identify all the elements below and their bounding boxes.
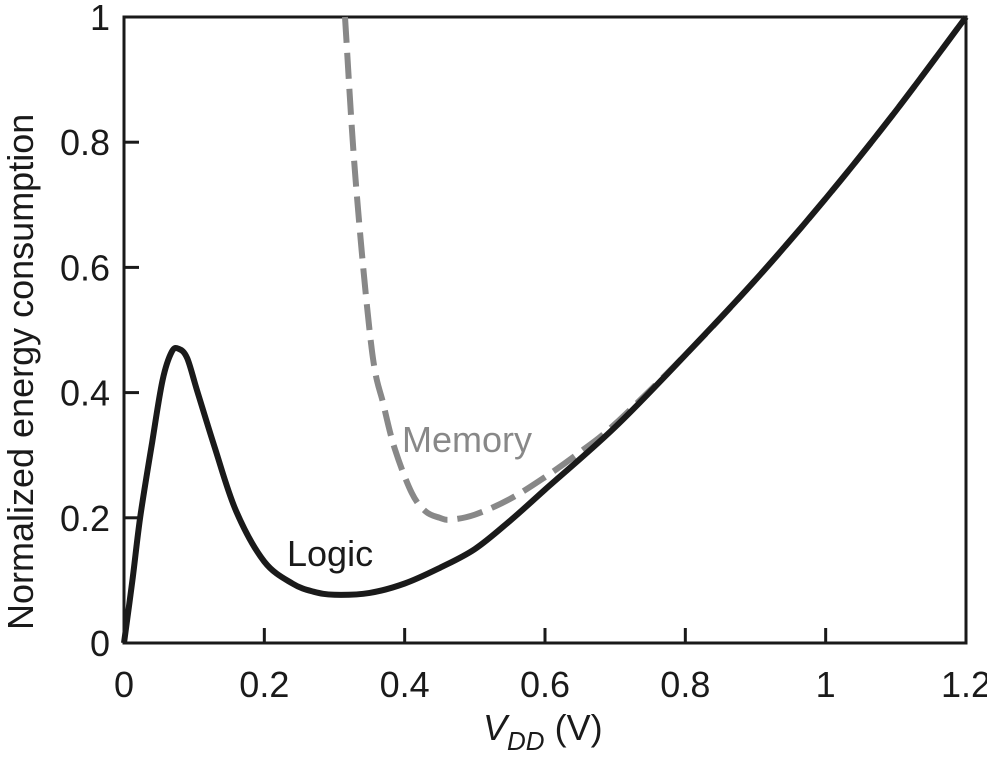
y-tick-label: 0.8	[60, 122, 110, 163]
plot-frame	[122, 15, 968, 645]
x-tick-label: 0.2	[239, 664, 289, 705]
axis-tick-labels: 0 0.2 0.4 0.6 0.8 1 1.2 0 0.2 0.4 0.6 0.8 1	[60, 0, 987, 705]
x-axis-title-subscript: DD	[507, 726, 545, 756]
y-tick-label: 1	[90, 0, 110, 38]
logic-series-line	[121, 15, 969, 644]
y-tick-label: 0	[90, 623, 110, 664]
y-tick-label: 0.4	[60, 373, 110, 414]
x-tick-label: 1	[816, 664, 836, 705]
x-axis-title: VDD (V)	[483, 707, 603, 756]
y-tick-label: 0.2	[60, 498, 110, 539]
y-tick-label: 0.6	[60, 247, 110, 288]
x-tick-label: 1.2	[941, 664, 987, 705]
memory-series-line	[342, 15, 969, 523]
x-tick-label: 0.6	[520, 664, 570, 705]
axis-ticks	[124, 140, 828, 643]
x-tick-label: 0	[114, 664, 134, 705]
memory-label: Memory	[402, 419, 532, 460]
logic-label: Logic	[287, 533, 373, 574]
x-axis-title-main: V	[483, 707, 510, 748]
x-tick-label: 0.8	[660, 664, 710, 705]
y-axis-title: Normalized energy consumption	[0, 114, 41, 630]
x-tick-label: 0.4	[380, 664, 430, 705]
x-axis-title-unit: (V)	[545, 707, 603, 748]
